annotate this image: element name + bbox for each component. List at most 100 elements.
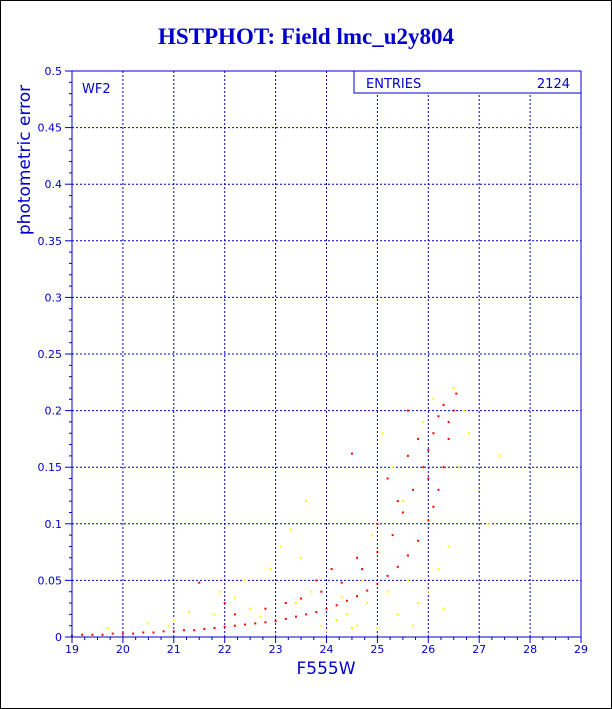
data-point [350, 452, 353, 455]
y-axis-label: photometric error [15, 85, 35, 235]
data-point [376, 626, 379, 629]
data-point [345, 599, 348, 602]
data-point [432, 505, 435, 508]
x-tick-label: 25 [370, 643, 384, 656]
stats-box: ENTRIES 2124 [353, 70, 582, 94]
x-axis-label: F555W [296, 659, 355, 679]
data-point [366, 602, 369, 605]
data-point [376, 582, 379, 585]
data-point [381, 432, 384, 435]
data-point [447, 545, 450, 548]
data-point [455, 392, 458, 395]
data-point [412, 624, 415, 627]
data-point [315, 611, 318, 614]
data-point [447, 437, 450, 440]
data-point [193, 629, 196, 632]
data-point [356, 624, 359, 627]
data-point [218, 590, 221, 593]
y-tick-label: 0.1 [45, 518, 63, 531]
y-tick-label: 0.3 [45, 291, 63, 304]
data-point [289, 528, 292, 531]
chart-title: HSTPHOT: Field lmc_u2y804 [157, 24, 455, 49]
data-point [121, 632, 124, 635]
data-point [233, 624, 236, 627]
data-point [432, 432, 435, 435]
y-tick-label: 0.2 [45, 405, 63, 418]
data-point [447, 420, 450, 423]
data-point [422, 420, 425, 423]
data-point [345, 613, 348, 616]
x-tick-label: 28 [523, 643, 537, 656]
y-tick-label: 0.25 [38, 348, 63, 361]
data-point [300, 556, 303, 559]
y-tick-label: 0.4 [45, 178, 63, 191]
data-point [371, 534, 374, 537]
data-point [427, 519, 430, 522]
data-point [417, 437, 420, 440]
data-point [422, 466, 425, 469]
data-point [361, 579, 364, 582]
data-point [427, 449, 430, 452]
data-point [233, 613, 236, 616]
data-point [376, 551, 379, 554]
y-tick-label: 0 [55, 631, 62, 644]
y-tick-label: 0.35 [38, 235, 63, 248]
chip-label: WF2 [82, 82, 111, 97]
data-point [452, 409, 455, 412]
data-point [488, 522, 491, 525]
data-point [279, 545, 282, 548]
data-point [432, 398, 435, 401]
data-point [406, 454, 409, 457]
data-point [427, 477, 430, 480]
data-point [452, 386, 455, 389]
data-point [335, 604, 338, 607]
data-point [401, 500, 404, 503]
data-point [244, 623, 247, 626]
data-point [427, 590, 430, 593]
data-point [376, 522, 379, 525]
data-point [478, 488, 481, 491]
stats-entries-value: 2124 [537, 77, 570, 92]
data-point [406, 554, 409, 557]
data-point [81, 633, 84, 636]
x-tick-label: 21 [167, 643, 181, 656]
data-point [305, 500, 308, 503]
data-point [203, 628, 206, 631]
x-tick-label: 29 [574, 643, 588, 656]
data-point [106, 626, 109, 629]
data-point [417, 539, 420, 542]
data-point [315, 579, 318, 582]
data-point [457, 466, 460, 469]
data-point [391, 466, 394, 469]
data-point [142, 631, 145, 634]
data-point [386, 574, 389, 577]
data-point [401, 511, 404, 514]
data-point [310, 590, 313, 593]
data-point [223, 625, 226, 628]
data-point [417, 602, 420, 605]
data-point [284, 617, 287, 620]
data-point [147, 622, 150, 625]
data-point [391, 534, 394, 537]
data-point [284, 602, 287, 605]
data-point [396, 500, 399, 503]
data-points [71, 386, 501, 637]
y-tick-label: 0.45 [38, 122, 63, 135]
data-point [264, 607, 267, 610]
stats-entries-label: ENTRIES [366, 77, 421, 92]
data-point [188, 611, 191, 614]
data-point [386, 590, 389, 593]
data-point [172, 630, 175, 633]
data-point [294, 602, 297, 605]
data-point [182, 629, 185, 632]
data-point [259, 615, 262, 618]
data-point [162, 630, 165, 633]
data-point [274, 620, 277, 623]
data-point [396, 613, 399, 616]
grid [72, 71, 581, 637]
axis-ticks: 19 20 21 22 23 24 25 26 27 28 29 0 0.05 0.1 0.15 0.2 0.2… [38, 65, 589, 656]
data-point [223, 602, 226, 605]
data-point [294, 615, 297, 618]
y-tick-label: 0.05 [38, 574, 63, 587]
data-point [213, 626, 216, 629]
